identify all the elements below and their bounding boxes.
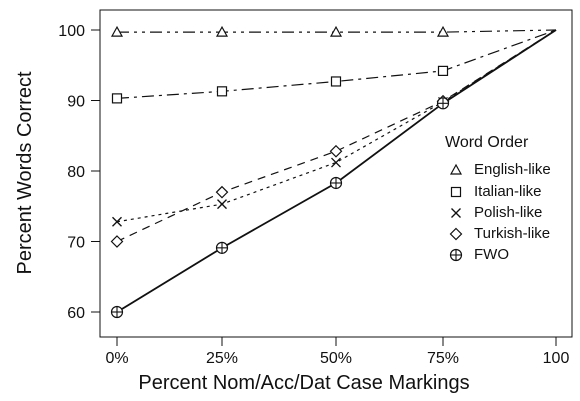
- fwo-point: [215, 241, 229, 254]
- english-like-point: [215, 25, 229, 37]
- y-tick-label: 70: [67, 235, 85, 252]
- legend-label-fwo: FWO: [474, 246, 509, 263]
- legend-label-italian-like: Italian-like: [474, 183, 542, 200]
- legend-label-polish-like: Polish-like: [474, 204, 542, 221]
- english-like-line: [117, 29, 557, 33]
- x-axis-title: Percent Nom/Acc/Dat Case Markings: [138, 372, 469, 394]
- y-tick-label: 90: [67, 94, 85, 111]
- polish-like-line: [116, 29, 557, 223]
- fwo-point: [329, 176, 343, 190]
- italian-like-point: [437, 65, 449, 76]
- italian-like-point: [111, 93, 123, 104]
- italian-like-point: [216, 86, 228, 97]
- x-tick-label: 25%: [206, 350, 238, 367]
- english-like-point: [110, 25, 124, 37]
- legend-fwo-point: [449, 248, 463, 262]
- legend-label-english-like: English-like: [474, 161, 551, 178]
- fwo-point: [110, 305, 124, 319]
- turkish-like-line: [116, 29, 557, 243]
- series-fwo: [110, 29, 557, 319]
- y-tick-label: 60: [67, 305, 85, 322]
- legend-title: Word Order: [445, 134, 529, 151]
- polish-like-point: [331, 157, 341, 168]
- y-axis-title: Percent Words Correct: [14, 71, 36, 274]
- series-italian-like: [111, 29, 557, 104]
- legend-polish-like-point: [451, 208, 461, 218]
- turkish-like-point: [215, 185, 229, 199]
- y-tick-label: 80: [67, 164, 85, 181]
- x-tick-label: 50%: [320, 350, 352, 367]
- polish-like-point: [112, 216, 122, 227]
- legend-english-like-point: [449, 163, 463, 175]
- x-tick-label: 75%: [427, 350, 459, 367]
- italian-like-line: [116, 29, 557, 99]
- y-axis: 60 70 80 90 100: [58, 23, 100, 322]
- x-tick-label: 0%: [105, 350, 128, 367]
- x-axis: 0% 25% 50% 75% 100: [105, 337, 569, 367]
- italian-like-point: [330, 76, 342, 87]
- polish-like-point: [217, 199, 227, 210]
- series-english-like: [110, 25, 557, 37]
- turkish-like-point: [110, 235, 124, 248]
- fwo-point: [436, 97, 450, 110]
- legend-italian-like-point: [450, 186, 462, 198]
- english-like-point: [329, 25, 343, 37]
- legend-turkish-like-point: [449, 227, 463, 241]
- y-tick-label: 100: [58, 23, 85, 40]
- series-layer: [110, 25, 557, 319]
- legend: Word Order English-like Italian-like Polish…: [445, 134, 551, 263]
- english-like-point: [436, 25, 450, 37]
- x-tick-label: 100: [543, 350, 570, 367]
- turkish-like-point: [329, 144, 343, 158]
- legend-label-turkish-like: Turkish-like: [474, 225, 550, 242]
